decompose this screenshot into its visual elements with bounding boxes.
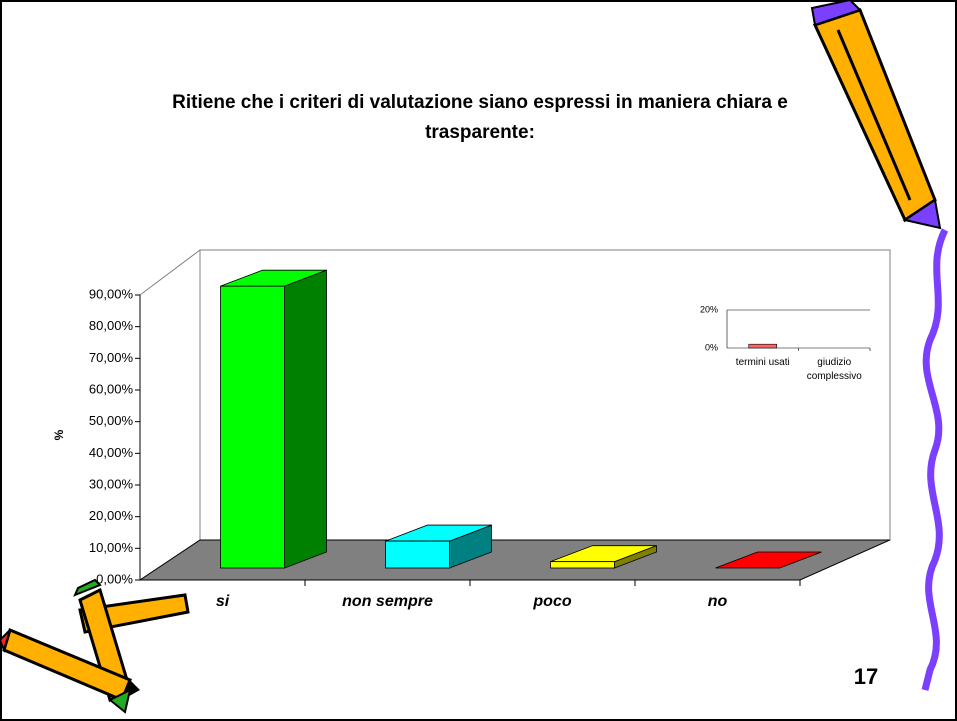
y-tick-label: 20,00% xyxy=(89,508,134,523)
x-tick-label: giudizio complessivo xyxy=(806,357,862,382)
bar xyxy=(748,343,778,349)
bar xyxy=(715,551,822,569)
y-tick-label: 40,00% xyxy=(89,445,134,460)
x-tick-label: termini usati xyxy=(735,357,790,368)
wall-edge xyxy=(139,249,201,296)
bar-top xyxy=(715,551,822,569)
x-tick-label: non sempre xyxy=(342,593,433,610)
x-tick-label: poco xyxy=(532,593,571,610)
bar xyxy=(550,545,657,569)
chart-title: Ritiene che i criteri di valutazione sia… xyxy=(172,92,788,143)
page-number: 17 xyxy=(854,664,878,689)
pencil-icon xyxy=(0,578,190,714)
y-tick-label: 20% xyxy=(700,304,718,314)
y-tick-label: 30,00% xyxy=(89,476,134,491)
decoration-squiggle xyxy=(921,228,949,691)
y-tick-label: 80,00% xyxy=(89,318,134,333)
x-tick-label: no xyxy=(708,593,728,610)
y-tick-label: 50,00% xyxy=(89,413,134,428)
y-tick-label: 0% xyxy=(705,342,718,352)
pencil-icon xyxy=(810,0,942,230)
y-tick-label: 70,00% xyxy=(89,350,134,365)
bar-front xyxy=(220,285,285,569)
y-tick-label: 60,00% xyxy=(89,381,134,396)
bar-front xyxy=(385,540,450,569)
bar-side xyxy=(284,269,327,569)
y-tick-label: 0,00% xyxy=(96,571,133,586)
bar-front xyxy=(550,561,615,569)
bar xyxy=(385,524,492,569)
y-tick-label: 90,00% xyxy=(89,286,134,301)
bar xyxy=(220,269,327,569)
x-tick-label: si xyxy=(216,593,230,610)
y-tick-label: 10,00% xyxy=(89,540,134,555)
y-axis-label: % xyxy=(52,429,66,440)
